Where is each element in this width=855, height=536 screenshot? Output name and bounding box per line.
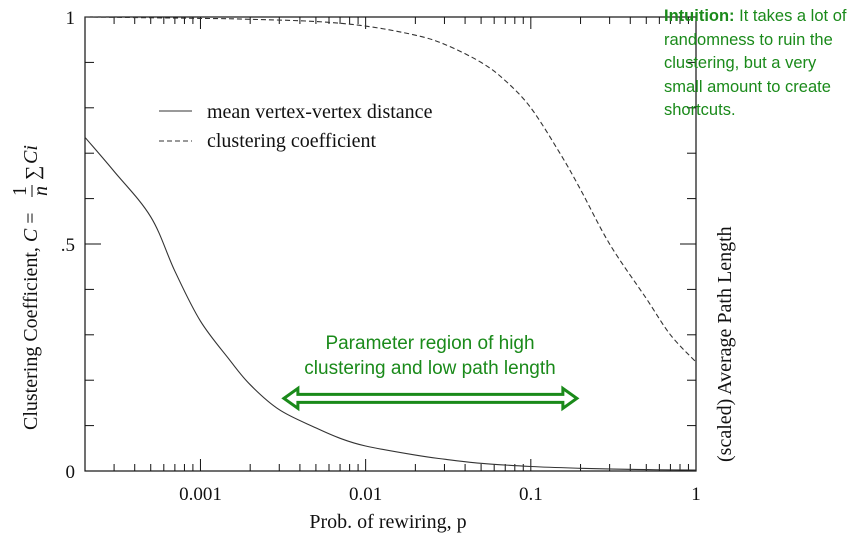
legend: mean vertex-vertex distance clustering c…	[159, 101, 433, 152]
double-arrow-icon	[281, 385, 580, 412]
x-tick-label: 1	[691, 484, 701, 505]
intuition-text: It takes a lot of randomness to ruin the…	[664, 7, 847, 119]
y-axis-frac-num: 1	[9, 186, 31, 196]
x-tick-label: 0.1	[519, 484, 543, 505]
y-tick-label: 0	[66, 462, 76, 483]
y-tick-labels: 0.51	[61, 8, 75, 483]
annotation-region-line2: clustering and low path length	[304, 358, 555, 379]
y-axis-title: Clustering Coefficient, C = 1 n ∑ Ci	[9, 145, 52, 430]
x-axis-title: Prob. of rewiring, p	[309, 511, 466, 533]
series-line-clustering-coefficient	[84, 16, 697, 363]
y-axis-frac-den: n	[30, 186, 52, 196]
intuition-note: Intuition: It takes a lot of randomness …	[664, 5, 854, 123]
legend-label-distance: mean vertex-vertex distance	[207, 101, 433, 123]
y2-axis-title: (scaled) Average Path Length	[714, 226, 736, 462]
x-tick-labels: 0.001 0.01 0.1 1	[179, 484, 701, 505]
annotation-region: Parameter region of high clustering and …	[281, 333, 580, 412]
y-axis-title-main: Clustering Coefficient,	[20, 242, 42, 430]
plot-frame	[84, 16, 697, 472]
x-tick-label: 0.01	[349, 484, 382, 505]
legend-label-clustering: clustering coefficient	[207, 130, 376, 152]
annotation-region-line1: Parameter region of high	[325, 333, 534, 354]
y-axis-sum: ∑	[22, 166, 44, 180]
series-line-mean-vertex-distance	[84, 136, 697, 471]
y-tick-label: .5	[61, 235, 75, 256]
y-axis-ci: Ci	[20, 145, 42, 164]
svg-text:Clustering Coefficient, C =: Clustering Coefficient, C =	[20, 212, 42, 430]
y-axis-title-eq: =	[20, 212, 42, 228]
x-tick-label: 0.001	[179, 484, 222, 505]
intuition-label: Intuition:	[664, 7, 735, 25]
y-tick-label: 1	[66, 8, 76, 29]
y-axis-title-var: C	[20, 228, 42, 242]
